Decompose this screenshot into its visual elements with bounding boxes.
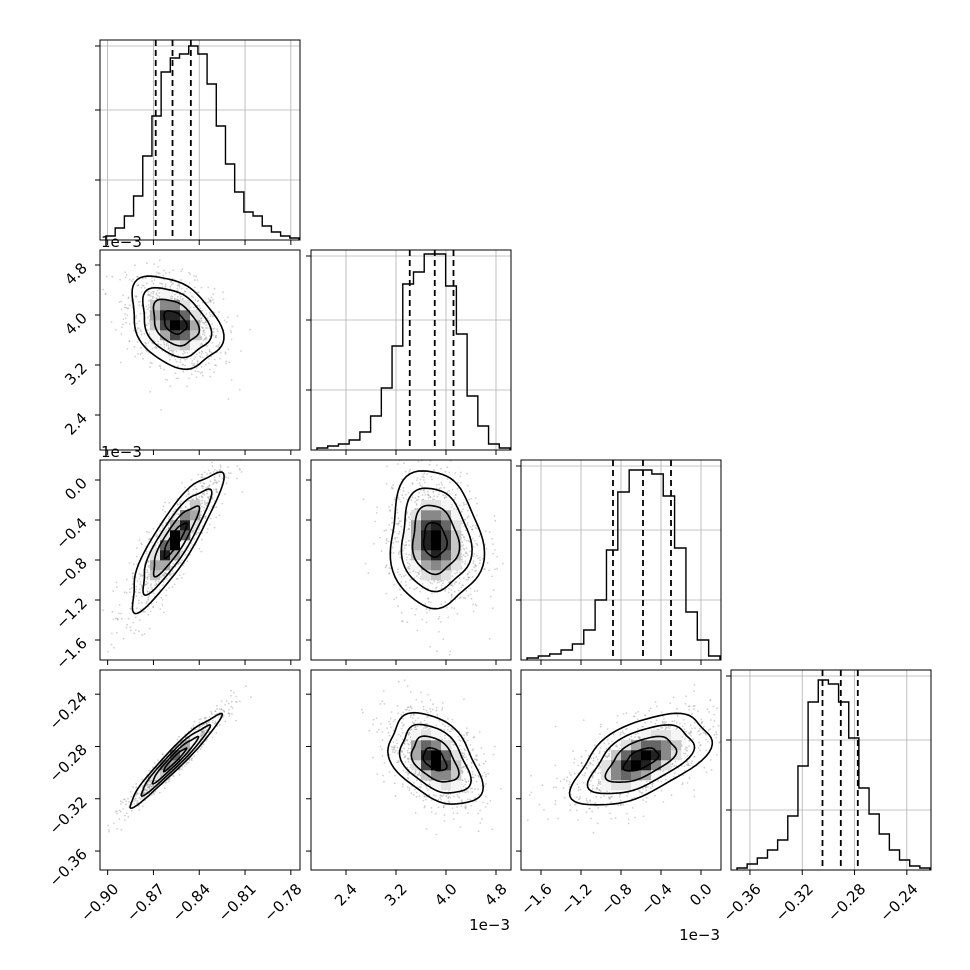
contour-line <box>386 711 485 805</box>
contour-line <box>410 735 460 783</box>
pair-panel-3-2 <box>520 669 722 871</box>
contour-line <box>398 723 472 794</box>
x-tick-label: −0.8 <box>597 880 635 918</box>
x-tick-label: −0.81 <box>215 880 260 925</box>
axis-offset-label: 1e−3 <box>679 926 720 944</box>
y-tick-label: −0.8 <box>52 554 90 592</box>
contour-line <box>389 470 486 610</box>
y-tick-label: −0.28 <box>46 741 91 786</box>
x-tick-label: −0.84 <box>169 880 214 925</box>
contour-line <box>162 747 188 773</box>
hist-panel-2 <box>516 459 722 661</box>
histogram-step <box>736 679 931 870</box>
x-tick-label: −1.6 <box>517 880 555 918</box>
panel-frame <box>310 249 512 451</box>
hist-panel-0 <box>95 39 301 241</box>
contour-line <box>604 735 678 784</box>
contour-line <box>422 746 448 772</box>
contour-line <box>151 735 200 785</box>
y-tick-label: −0.4 <box>52 514 90 552</box>
axis-offset-label: 1e−3 <box>101 233 142 251</box>
contour-line <box>568 712 714 806</box>
y-tick-label: −1.2 <box>52 594 90 632</box>
pair-panel-content <box>362 460 504 656</box>
pair-panel-2-1 <box>310 459 512 661</box>
contour-line <box>141 286 213 359</box>
panel-frame <box>310 669 512 871</box>
contour-line <box>163 310 188 335</box>
x-tick-label: −0.90 <box>77 880 122 925</box>
y-tick-label: 0.0 <box>61 474 91 504</box>
histogram-step <box>316 253 511 450</box>
y-tick-label: −1.6 <box>52 634 90 672</box>
contour-line <box>131 471 225 615</box>
x-tick-label: 3.2 <box>381 880 411 910</box>
y-tick-label: 4.8 <box>61 259 91 289</box>
contour-line <box>163 522 188 560</box>
x-tick-label: −0.28 <box>824 880 869 925</box>
x-tick-label: −0.4 <box>637 880 675 918</box>
x-tick-label: 0.0 <box>686 880 716 910</box>
hist-panel-bg <box>731 670 931 870</box>
x-tick-label: −1.2 <box>557 880 595 918</box>
axis-offset-label: 1e−3 <box>469 916 510 934</box>
x-tick-label: 4.8 <box>481 880 511 910</box>
pair-panel-bg <box>100 460 300 660</box>
y-tick-label: −0.36 <box>46 845 91 890</box>
contour-line <box>152 505 201 578</box>
x-tick-label: −0.32 <box>772 880 817 925</box>
pair-panel-content <box>360 679 502 836</box>
axis-offset-label: 1e−3 <box>101 443 142 461</box>
panel-frame <box>730 669 932 871</box>
contour-line <box>131 275 225 371</box>
y-tick-label: −0.24 <box>46 688 91 733</box>
x-tick-label: 4.0 <box>431 880 461 910</box>
contour-line <box>400 487 473 593</box>
contour-line <box>422 521 449 559</box>
pair-panel-content <box>102 259 252 411</box>
pair-panel-content <box>102 460 244 660</box>
x-tick-label: −0.87 <box>123 880 168 925</box>
hist-panel-3 <box>726 669 932 871</box>
pair-panel-2-0 <box>99 459 301 661</box>
x-tick-label: −0.36 <box>719 880 764 925</box>
x-tick-label: −0.24 <box>876 880 921 925</box>
pair-panel-content <box>107 685 252 833</box>
histogram-step <box>105 45 300 240</box>
pair-panel-1-0 <box>99 249 301 451</box>
hist-panel-bg <box>311 250 511 450</box>
contour-line <box>586 724 696 795</box>
y-tick-label: 2.4 <box>61 409 91 439</box>
contour-line <box>152 298 201 347</box>
contour-line <box>140 724 212 797</box>
pair-panel-3-0 <box>99 669 301 871</box>
contour-line <box>622 747 660 772</box>
pair-panel-3-1 <box>310 669 512 871</box>
y-tick-label: 3.2 <box>61 359 91 389</box>
y-tick-label: −0.32 <box>46 793 91 838</box>
contour-line <box>129 712 224 810</box>
y-tick-label: 4.0 <box>61 309 91 339</box>
panel-frame <box>99 39 301 241</box>
x-tick-label: 2.4 <box>331 880 361 910</box>
contour-line <box>142 488 213 597</box>
contour-line <box>411 504 461 576</box>
hist-panel-bg <box>100 40 300 240</box>
panel-frame <box>99 249 301 451</box>
histogram-step <box>526 469 721 660</box>
hist-panel-1 <box>306 249 512 451</box>
pair-panel-content <box>526 684 721 834</box>
panel-frame <box>99 669 301 871</box>
x-tick-label: −0.78 <box>260 880 305 925</box>
pair-panel-bg <box>100 670 300 870</box>
